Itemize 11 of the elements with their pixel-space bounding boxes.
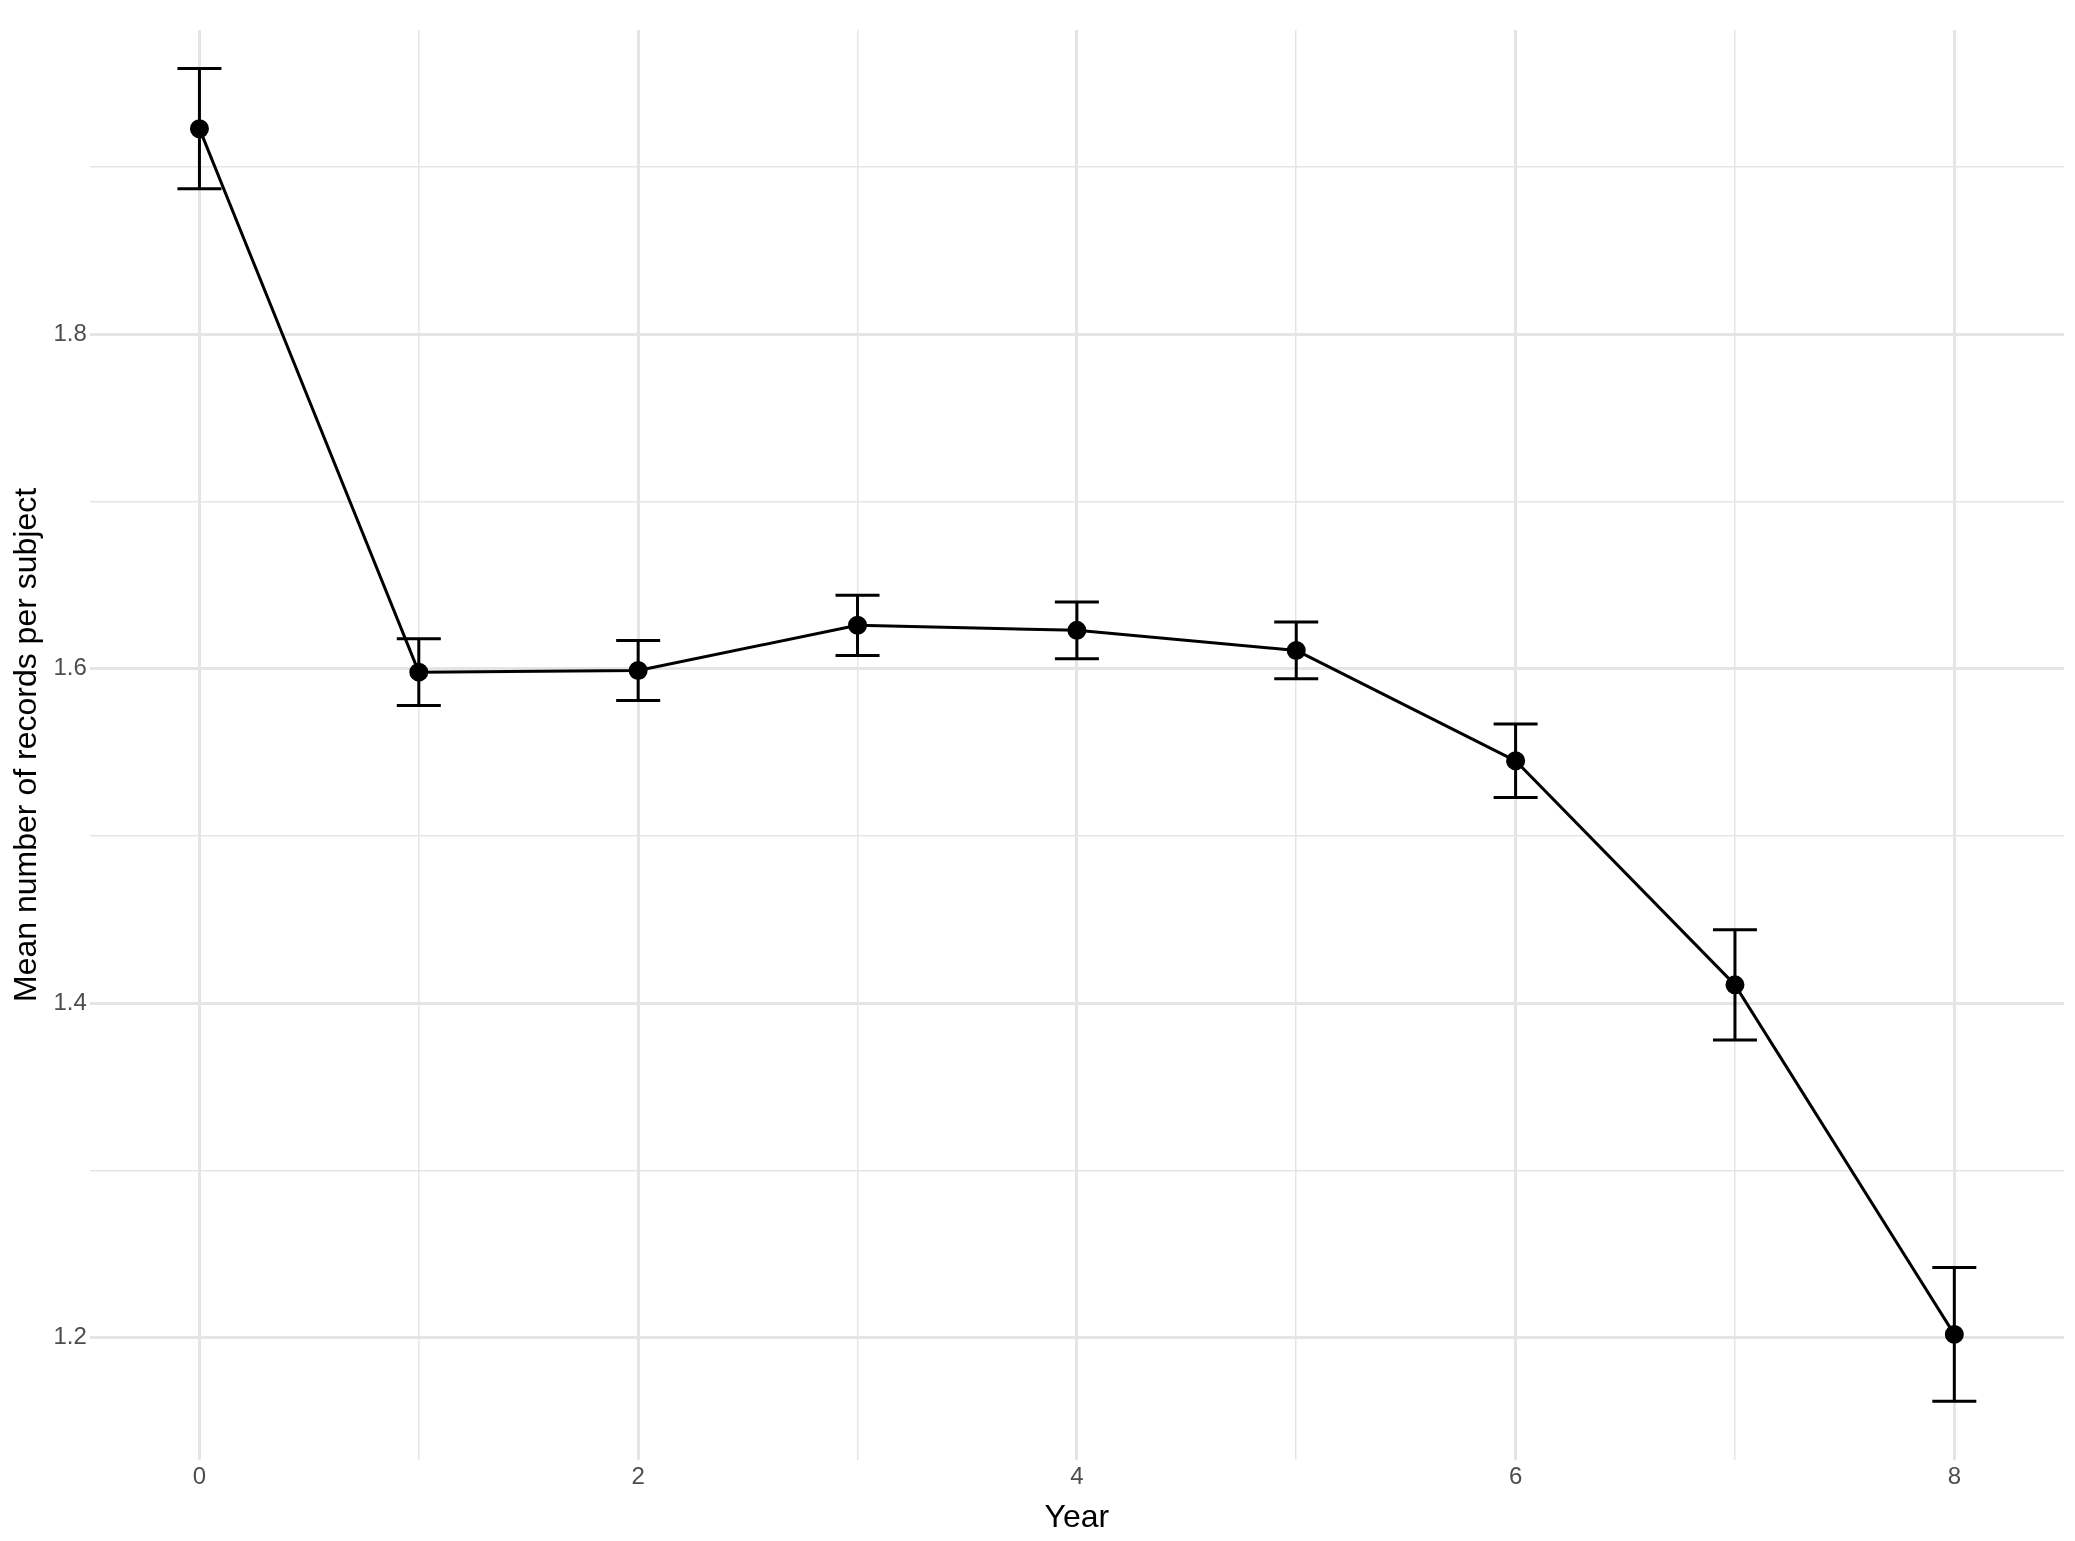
y-tick-label: 1.2	[53, 1322, 87, 1350]
x-tick-label: 0	[192, 1461, 207, 1489]
y-tick-label: 1.8	[53, 318, 87, 346]
y-tick-label: 1.6	[53, 653, 87, 681]
x-tick-label: 4	[1070, 1461, 1084, 1489]
y-tick-label: 1.4	[53, 987, 87, 1015]
x-tick-label: 6	[1508, 1461, 1523, 1489]
x-tick-label: 2	[631, 1461, 645, 1489]
y-axis-title: Mean number of records per subject	[7, 487, 44, 1002]
x-axis-title: Year	[1044, 1497, 1110, 1534]
x-tick-label: 8	[1947, 1461, 1961, 1489]
